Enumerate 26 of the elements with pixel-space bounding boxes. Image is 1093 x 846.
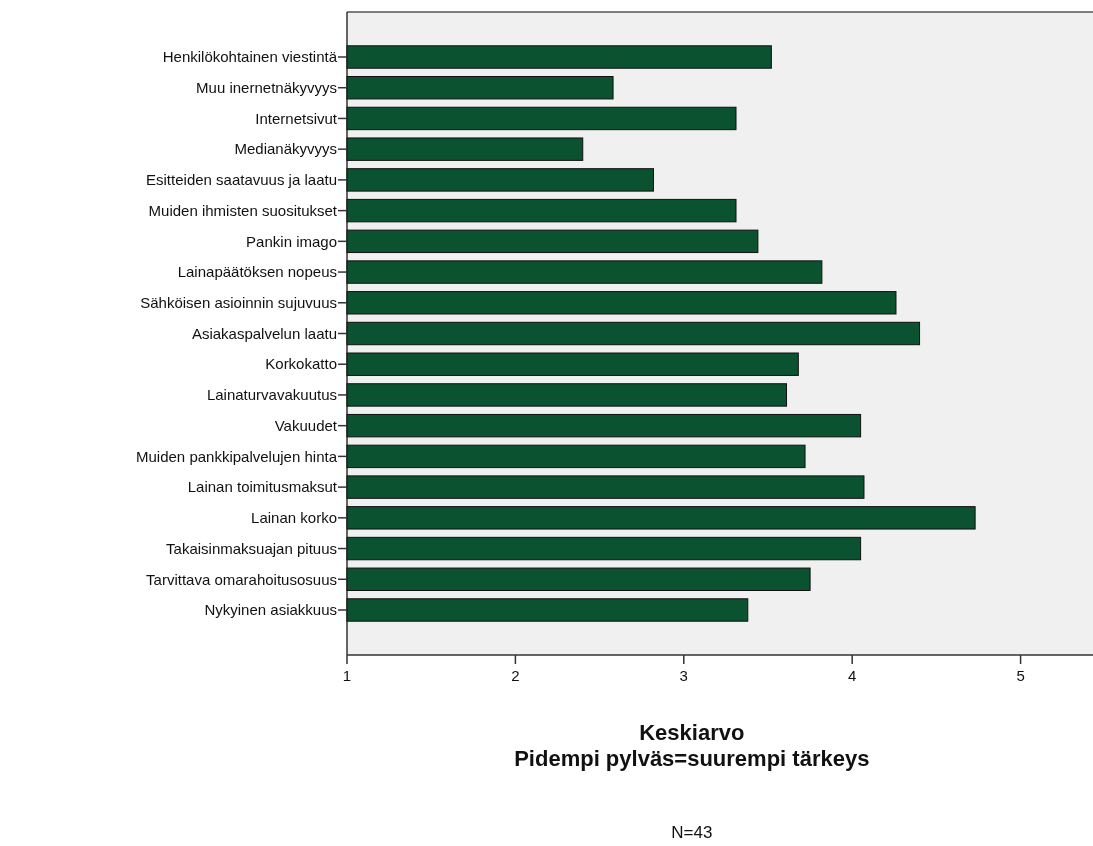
y-tick-label: Korkokatto bbox=[265, 355, 337, 373]
y-tick-label: Lainan korko bbox=[251, 509, 337, 527]
y-tick-label: Pankin imago bbox=[246, 232, 337, 250]
text: N=43 bbox=[671, 823, 713, 842]
x-tick-label: 1 bbox=[342, 667, 352, 684]
y-tick-label: Henkilökohtainen viestintä bbox=[162, 48, 338, 66]
y-tick-label: Lainapäätöksen nopeus bbox=[177, 263, 337, 281]
x-tick-label: 4 bbox=[848, 667, 857, 684]
x-axis-title: Keskiarvo Pidempi pylväs=suurempi tärkeys bbox=[514, 720, 870, 771]
y-tick-label: Lainaturvavakuutus bbox=[206, 386, 337, 404]
y-tick-label: Asiakaspalvelun laatu bbox=[191, 324, 337, 342]
y-tick-label: Medianäkyvyys bbox=[234, 140, 337, 158]
y-tick-label: Esitteiden saatavuus ja laatu bbox=[146, 171, 337, 189]
x-tick-label: 5 bbox=[1016, 667, 1025, 684]
y-tick-label: Takaisinmaksuajan pituus bbox=[166, 539, 337, 557]
y-tick-label: Muiden pankkipalvelujen hinta bbox=[136, 447, 338, 465]
x-tick-label: 2 bbox=[511, 667, 520, 684]
y-tick-label: Lainan toimitusmaksut bbox=[187, 478, 338, 496]
y-tick-label: Nykyinen asiakkuus bbox=[204, 601, 337, 619]
y-tick-label: Tarvittava omarahoitusosuus bbox=[146, 570, 337, 588]
y-tick-label: Muiden ihmisten suositukset bbox=[148, 201, 338, 219]
y-tick-label: Sähköisen asioinnin sujuvuus bbox=[140, 294, 337, 312]
x-tick-label: 3 bbox=[679, 667, 688, 684]
y-tick-label: Internetsivut bbox=[255, 109, 338, 127]
y-tick-label: Vakuudet bbox=[274, 416, 338, 434]
y-tick-label: Muu inernetnäkyvyys bbox=[196, 78, 337, 96]
